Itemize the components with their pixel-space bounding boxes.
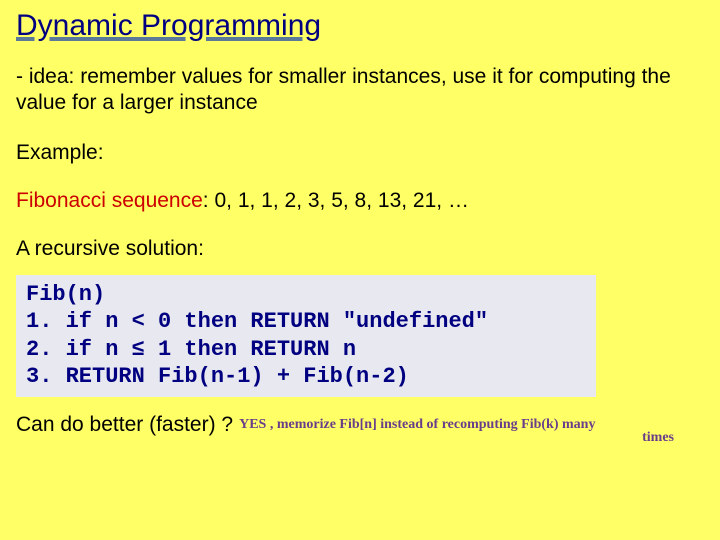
recursive-solution-label: A recursive solution: xyxy=(16,237,704,261)
fibonacci-values: 0, 1, 1, 2, 3, 5, 8, 13, 21, … xyxy=(214,189,469,212)
fibonacci-label: Fibonacci sequence xyxy=(16,189,203,212)
code-block: Fib(n) 1. if n < 0 then RETURN "undefine… xyxy=(16,275,596,397)
idea-text: - idea: remember values for smaller inst… xyxy=(16,64,704,117)
fibonacci-colon: : xyxy=(203,189,215,212)
handwritten-line-2: times xyxy=(239,430,704,445)
handwritten-annotation: YES , memorize Fib[n] instead of recompu… xyxy=(239,417,704,446)
example-label: Example: xyxy=(16,141,704,165)
slide-title: Dynamic Programming xyxy=(16,8,704,44)
fibonacci-line: Fibonacci sequence: 0, 1, 1, 2, 3, 5, 8,… xyxy=(16,189,704,213)
question-row: Can do better (faster) ? YES , memorize … xyxy=(16,413,704,442)
question-text: Can do better (faster) ? xyxy=(16,413,233,437)
